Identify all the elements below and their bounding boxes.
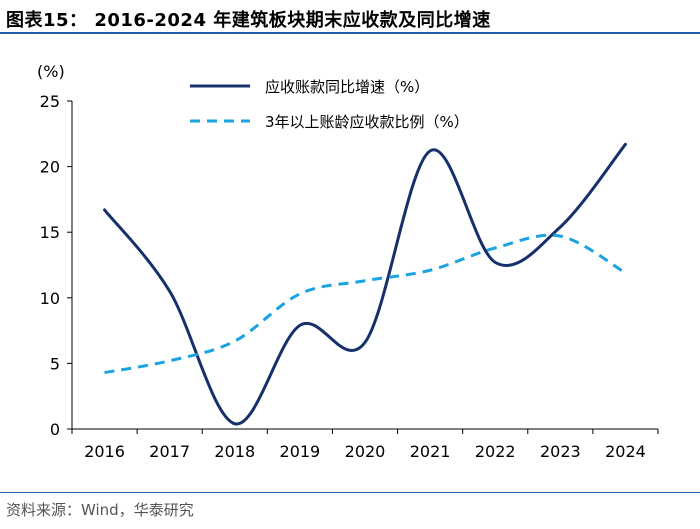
series-line-1 (103, 142, 627, 426)
line-chart: 0 5 10 15 20 25 (%) 2016 2017 2018 2019 2020 2021 202… (37, 62, 659, 461)
x-tick-label: 2022 (475, 442, 516, 461)
y-tick-label: 10 (40, 289, 60, 308)
legend: 应收账款同比增速（%） 3年以上账龄应收款比例（%） (190, 78, 469, 131)
x-tick-label: 2020 (345, 442, 386, 461)
y-tick-label: 15 (40, 223, 60, 242)
series-line-2 (104, 233, 627, 375)
x-tick-label: 2017 (149, 442, 190, 461)
axes: 0 5 10 15 20 25 (%) 2016 2017 2018 2019 2020 2021 202… (37, 62, 659, 461)
series-layer (103, 142, 627, 426)
title-rule (0, 32, 700, 34)
source-rule (0, 492, 700, 493)
legend-label-2: 3年以上账龄应收款比例（%） (265, 113, 469, 131)
x-tick-label: 2021 (410, 442, 451, 461)
x-tick-label: 2018 (214, 442, 255, 461)
y-tick-label: 25 (40, 92, 60, 111)
figure-title: 图表15： 2016-2024 年建筑板块期末应收款及同比增速 (6, 10, 491, 31)
x-tick-label: 2016 (84, 442, 125, 461)
legend-label-1: 应收账款同比增速（%） (265, 78, 429, 96)
x-tick-label: 2024 (605, 442, 646, 461)
x-tick-label: 2019 (280, 442, 321, 461)
y-tick-label: 5 (50, 354, 60, 373)
y-tick-label: 20 (40, 158, 60, 177)
x-tick-label: 2023 (540, 442, 581, 461)
source-note: 资料来源：Wind，华泰研究 (6, 501, 194, 519)
y-tick-label: 0 (50, 420, 60, 439)
y-axis-label: (%) (37, 62, 65, 81)
